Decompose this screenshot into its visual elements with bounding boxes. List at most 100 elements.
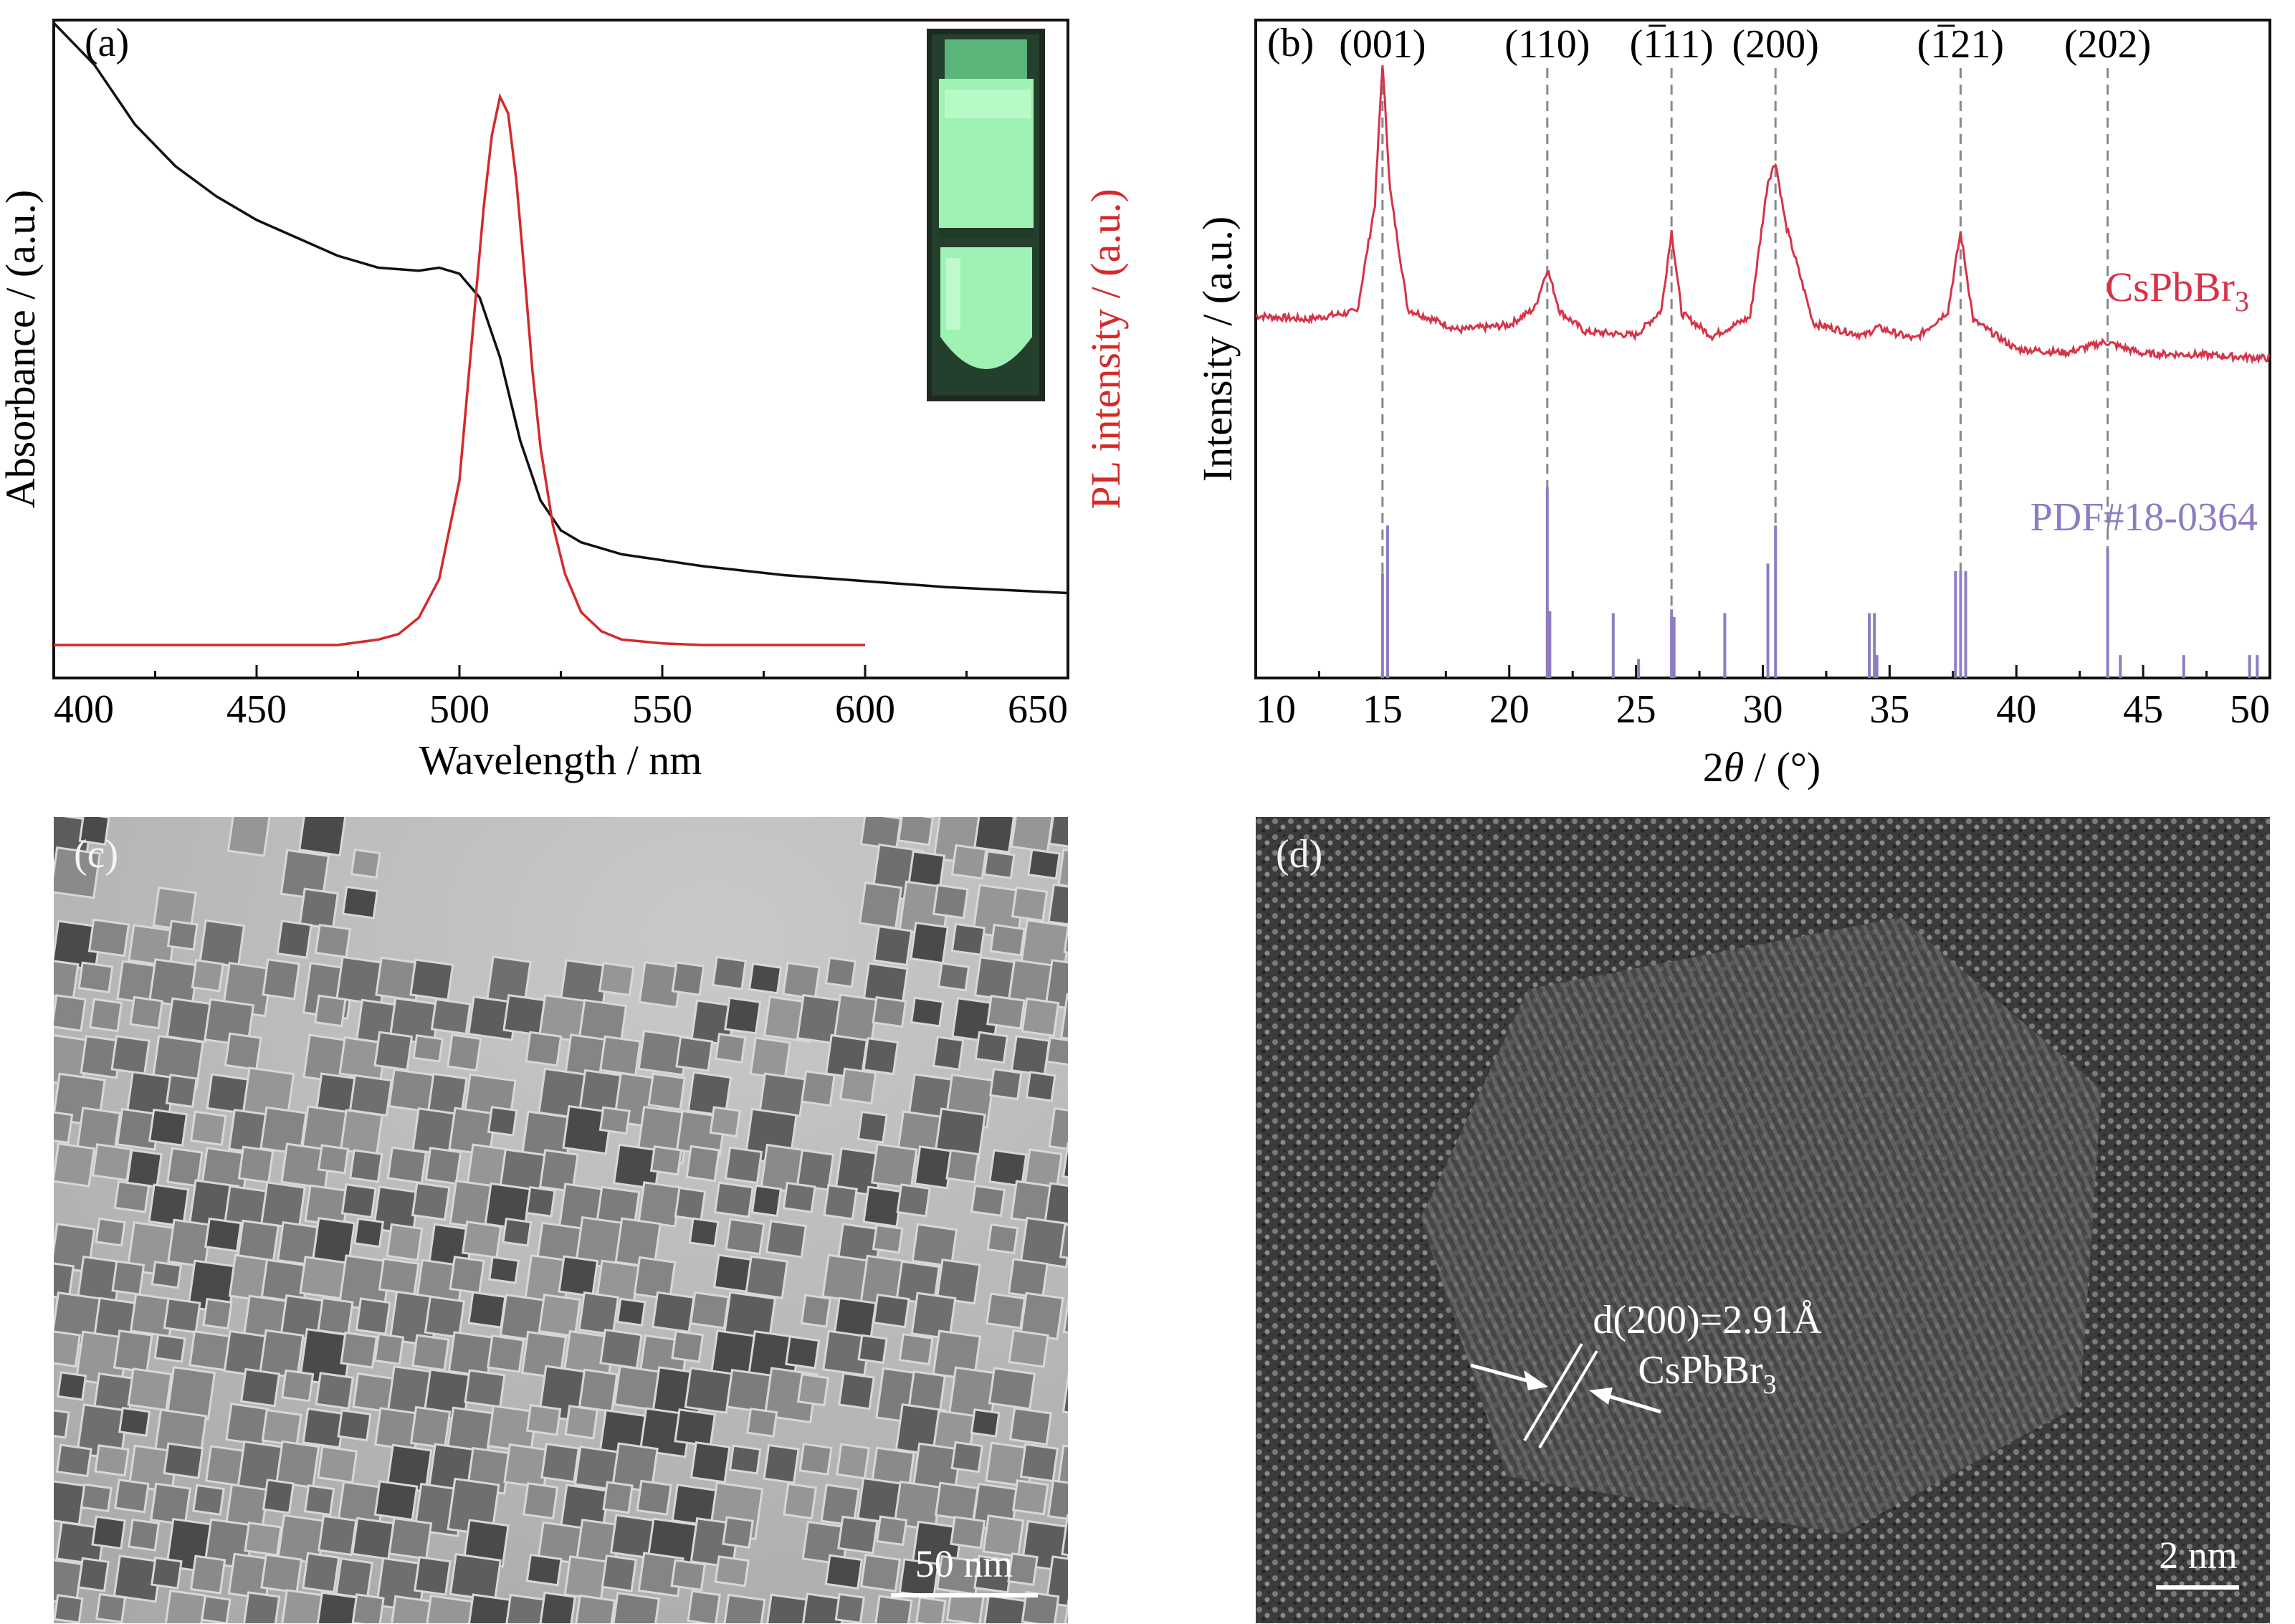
nanocube — [688, 1217, 720, 1248]
nanocube — [1008, 1329, 1049, 1368]
tem-scale-bar-label: 50 nm — [915, 1542, 1013, 1585]
nanocube — [449, 1552, 502, 1602]
nanocube — [950, 1515, 986, 1549]
nanocube — [276, 920, 312, 959]
nanocube — [314, 923, 352, 959]
nanocube — [335, 1557, 374, 1600]
nanocube — [409, 958, 454, 1001]
nanocube — [540, 1442, 581, 1484]
nanocube — [763, 1593, 817, 1623]
nanocube — [340, 1183, 377, 1219]
nanocube — [538, 1149, 579, 1193]
nanocube — [189, 1330, 232, 1372]
nanocube — [1048, 817, 1068, 850]
nanocube — [54, 1329, 82, 1368]
nanocube — [464, 1369, 506, 1408]
nanocube — [932, 1036, 965, 1071]
nanocube — [54, 846, 101, 899]
nanocube — [649, 1145, 682, 1176]
nanocube — [870, 1142, 918, 1190]
nanocube — [782, 1181, 816, 1213]
nanocube — [165, 1074, 198, 1108]
nanocube — [837, 1515, 879, 1554]
nanocube — [91, 1515, 126, 1550]
nanocube — [275, 1440, 320, 1489]
x-tick-label: 450 — [226, 687, 287, 732]
nanocube — [502, 1593, 555, 1623]
nanocube — [388, 1068, 435, 1113]
nanocube — [386, 1223, 424, 1262]
nanocube — [722, 1593, 766, 1623]
nanocube — [199, 919, 246, 968]
nanocube — [502, 993, 546, 1036]
panel-a-label: (a) — [85, 21, 129, 65]
nanocube — [89, 998, 123, 1033]
nanocube — [746, 1407, 778, 1438]
nanocube — [1063, 920, 1068, 958]
nanocube — [487, 1334, 525, 1373]
nanocube — [988, 1149, 1028, 1188]
nanocube — [125, 1149, 163, 1188]
nanocube — [872, 1223, 904, 1254]
nanocube-array — [54, 817, 1068, 1623]
hrtem-material-label: CsPbBr3 — [1638, 1348, 1776, 1400]
nanocube — [973, 956, 1016, 1001]
nanocube — [317, 1445, 358, 1484]
nanocube — [373, 1480, 419, 1522]
nanocube — [598, 1035, 641, 1076]
nanocube — [915, 1596, 947, 1623]
x-tick-label: 15 — [1363, 687, 1403, 732]
nanocube — [986, 1292, 1026, 1329]
nanocube — [862, 1185, 903, 1228]
nanocube — [671, 1329, 705, 1363]
nanocube — [539, 1591, 576, 1623]
panel-a-x-axis-title: Wavelength / nm — [419, 737, 702, 783]
nanocube — [525, 1185, 556, 1218]
nanocube — [709, 1106, 741, 1138]
nanocube — [834, 1592, 865, 1623]
nanocube — [950, 844, 988, 880]
nanocube — [934, 1481, 979, 1522]
nanocube — [986, 1223, 1019, 1255]
nanocube — [824, 956, 857, 988]
nanocube — [412, 1034, 444, 1063]
panel-c-label: (c) — [74, 832, 118, 877]
nanocube — [224, 1032, 262, 1071]
nanocube — [564, 1405, 599, 1440]
nanocube — [388, 1516, 433, 1560]
nanocube — [748, 963, 783, 995]
nanocube — [1047, 883, 1068, 929]
nanocube — [725, 1218, 765, 1256]
nanocube — [1010, 817, 1054, 853]
nanocube — [724, 1146, 763, 1185]
nanocube — [872, 1293, 910, 1329]
nanocube — [1062, 1594, 1068, 1623]
nanocube — [800, 1294, 831, 1328]
xrd-pattern-curve — [1255, 65, 2271, 365]
x-tick-label: 20 — [1489, 687, 1530, 732]
hrtem-scale-bar-label: 2 nm — [2159, 1534, 2238, 1577]
nanocube — [670, 1559, 707, 1592]
nanocube — [796, 1372, 830, 1407]
nanocube — [836, 1443, 870, 1480]
nanocube — [538, 1293, 582, 1338]
absorbance-curve — [52, 22, 1069, 595]
nanocube — [988, 1367, 1036, 1410]
nanocube — [839, 1067, 877, 1105]
nanocube — [352, 1372, 395, 1413]
nanocube — [911, 1223, 958, 1268]
nanocube — [204, 1217, 242, 1253]
nanocube — [281, 1369, 315, 1403]
nanocube — [349, 1149, 383, 1183]
nanocube — [783, 1482, 818, 1520]
nanocube — [578, 1291, 620, 1336]
nanocube — [563, 1555, 608, 1601]
panel-a-ticks: 400 450 500 550 600 650 — [52, 665, 1069, 732]
nanocube — [685, 1145, 720, 1183]
x-tick-label: 650 — [1008, 687, 1068, 732]
nanocube — [1012, 1479, 1049, 1516]
nanocube — [598, 962, 635, 997]
nanocube — [87, 918, 130, 957]
nanocube — [77, 1557, 110, 1592]
panel-b-y-axis-title: Intensity / (a.u.) — [1194, 216, 1241, 482]
